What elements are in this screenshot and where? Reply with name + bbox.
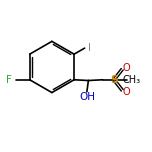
Text: OH: OH bbox=[79, 92, 95, 102]
Text: CH₃: CH₃ bbox=[123, 75, 141, 85]
Text: S: S bbox=[110, 75, 118, 85]
Text: F: F bbox=[6, 75, 12, 85]
Text: O: O bbox=[122, 63, 130, 73]
Text: O: O bbox=[122, 87, 130, 97]
Text: I: I bbox=[88, 43, 91, 53]
